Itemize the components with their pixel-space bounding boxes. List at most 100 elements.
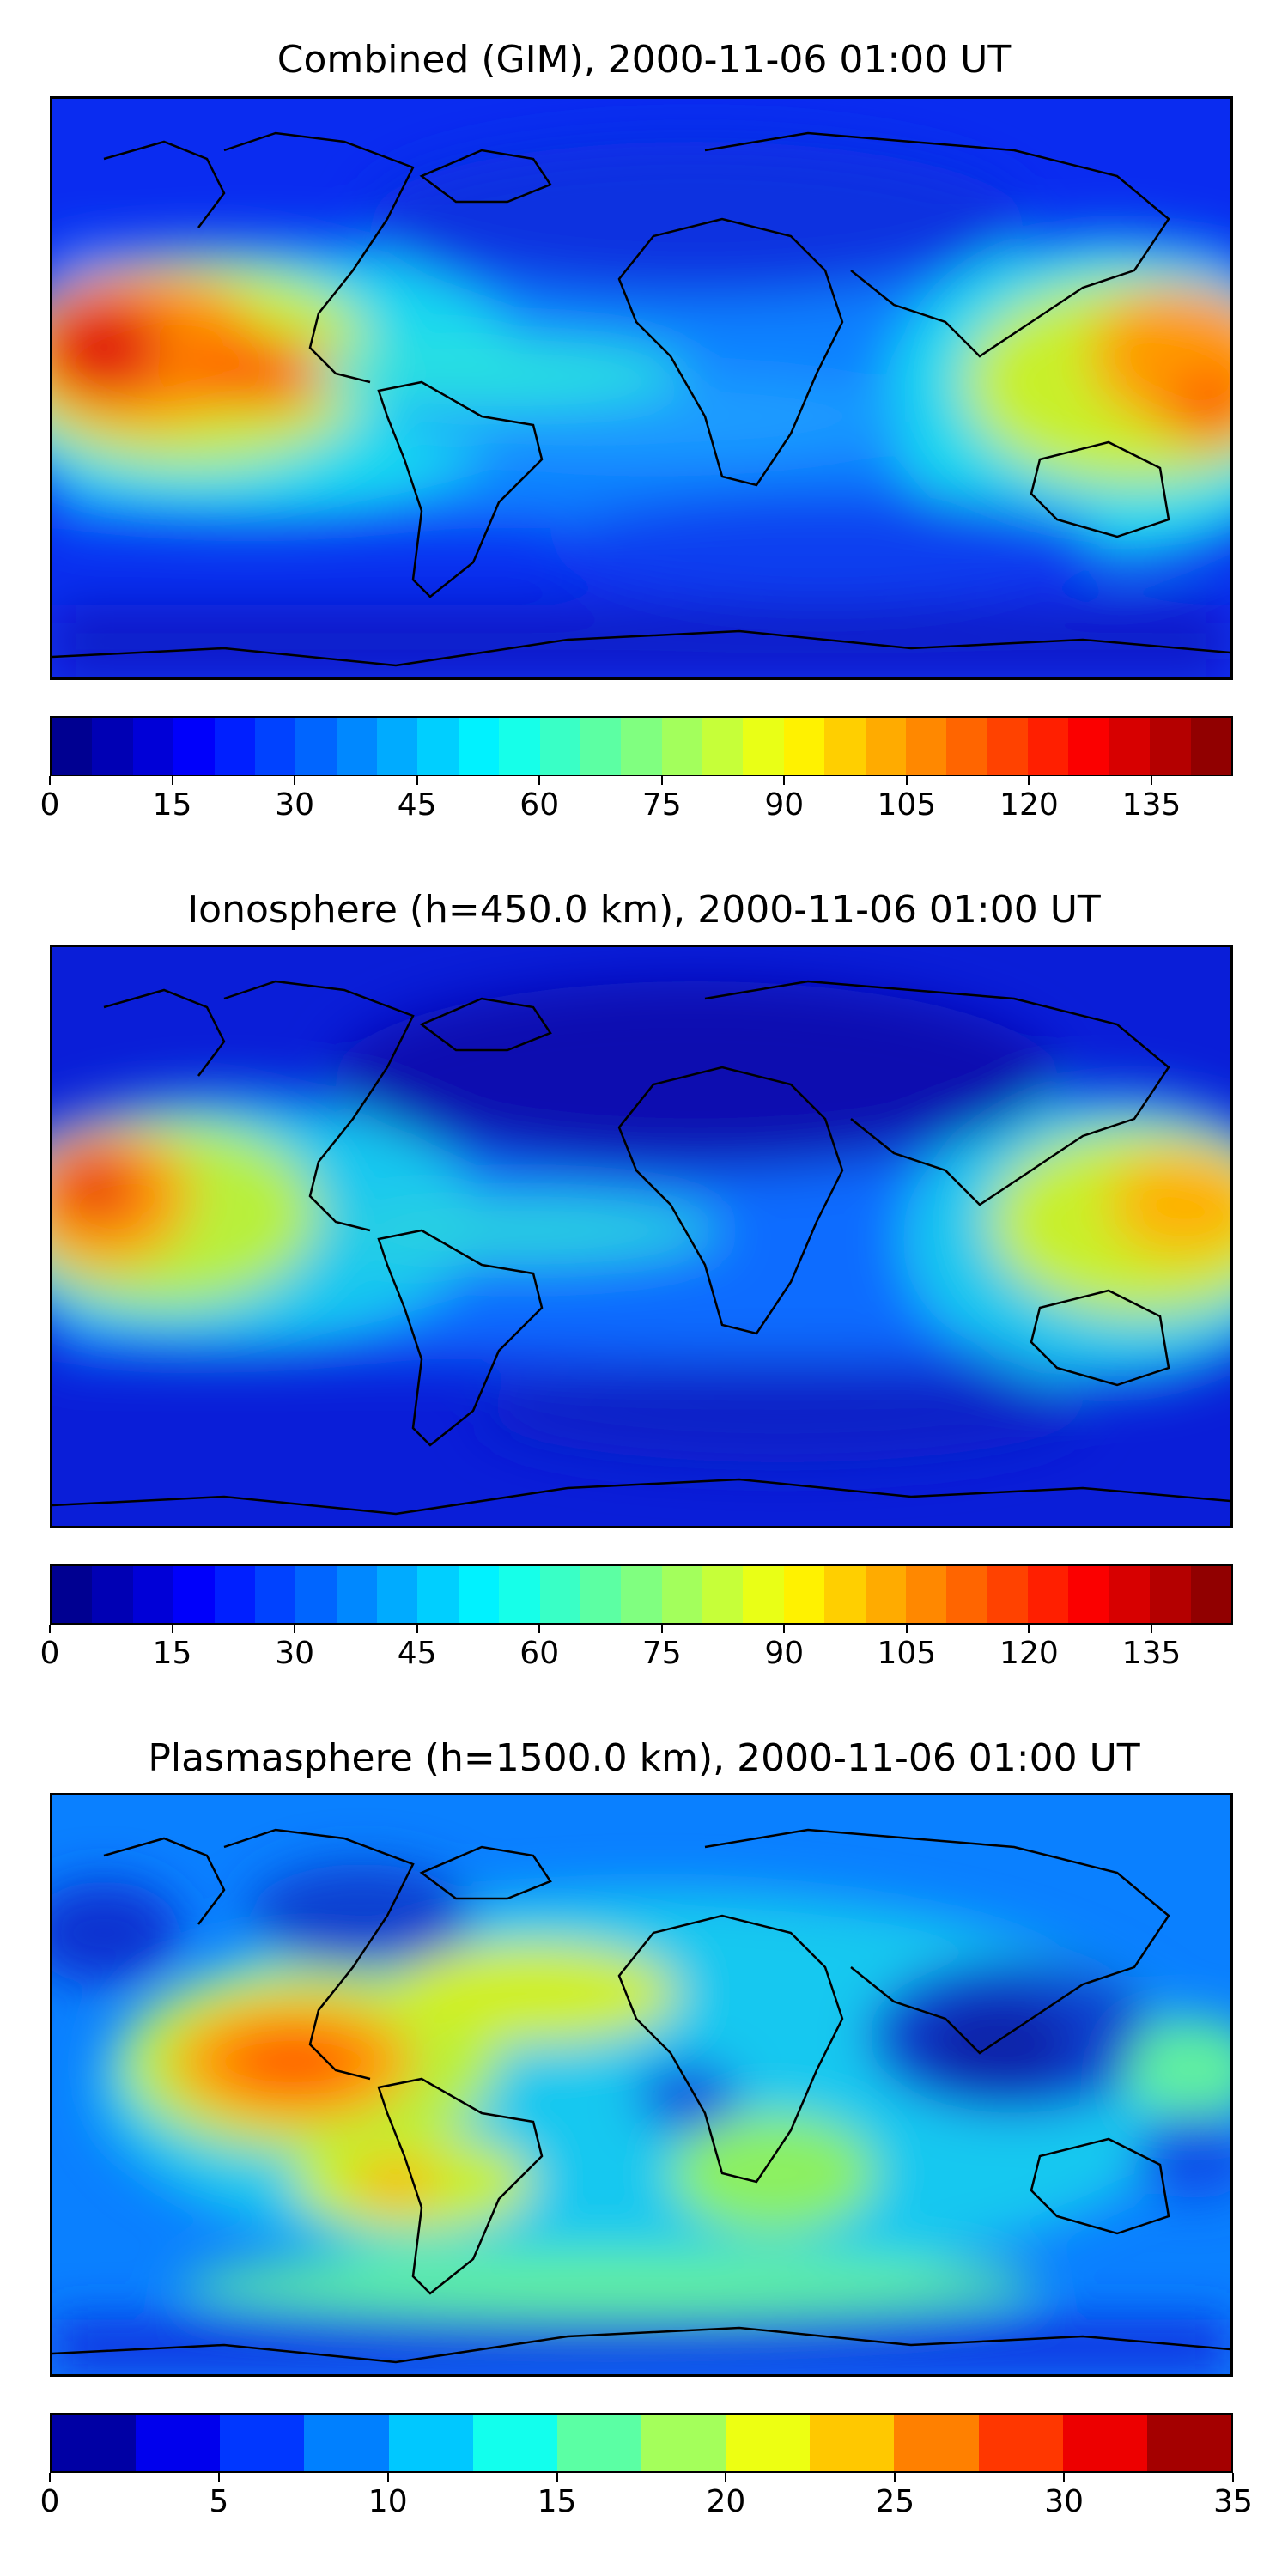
- colorbar-tick-mark: [49, 1625, 51, 1633]
- colorbar-tick-label: 15: [152, 787, 192, 823]
- colorbar-tick-label: 25: [875, 2484, 915, 2519]
- colorbar-segment: [783, 718, 825, 775]
- colorbar-tick-label: 5: [209, 2484, 229, 2519]
- colorbar-segment: [52, 2415, 137, 2471]
- colorbar-tick-mark: [556, 2473, 558, 2482]
- colorbar-segment: [1068, 1566, 1109, 1623]
- colorbar-tick-label: 120: [999, 1636, 1059, 1671]
- colorbar-segment: [173, 1566, 215, 1623]
- coastlines: [52, 131, 1230, 667]
- colorbar-segment: [743, 718, 784, 775]
- colorbar-segment: [254, 1566, 296, 1623]
- colorbar-tick-mark: [538, 776, 541, 785]
- colorbar-segment: [539, 1566, 580, 1623]
- colorbar-segment: [1150, 718, 1191, 775]
- colorbar-ticks-ionosphere: 0 15 30 45 60 75 90 105 120 135: [40, 1625, 1233, 1676]
- colorbar-segment: [783, 1566, 825, 1623]
- colorbar-segment: [472, 2415, 557, 2471]
- colorbar-tick-mark: [894, 2473, 896, 2482]
- colorbar-tick-label: 45: [397, 787, 437, 823]
- colorbar-tick-label: 0: [39, 787, 60, 823]
- colorbar-tick-label: 20: [706, 2484, 746, 2519]
- colorbar-tick-label: 30: [275, 1636, 314, 1671]
- colorbar-segment: [987, 1566, 1028, 1623]
- colorbar-segment: [978, 2415, 1063, 2471]
- colorbar-segment: [824, 1566, 866, 1623]
- colorbar-segment: [1068, 718, 1109, 775]
- colorbar-tick-mark: [171, 776, 173, 785]
- colorbar-segment: [417, 718, 459, 775]
- coastlines: [52, 1828, 1230, 2364]
- colorbar-segment: [946, 718, 987, 775]
- colorbar-segment: [946, 1566, 987, 1623]
- colorbar-tick-mark: [905, 776, 908, 785]
- colorbar-tick-mark: [783, 1625, 786, 1633]
- colorbar-segment: [173, 718, 215, 775]
- colorbar-tick-mark: [217, 2473, 220, 2482]
- tec-map-combined: [52, 99, 1230, 677]
- colorbar-ionosphere: [50, 1564, 1233, 1625]
- colorbar-segment: [254, 718, 296, 775]
- colorbar-segment: [304, 2415, 389, 2471]
- colorbar-segment: [52, 718, 93, 775]
- colorbar-tick-mark: [386, 2473, 389, 2482]
- colorbar-tick-mark: [660, 1625, 663, 1633]
- colorbar-tick-label: 0: [39, 2484, 60, 2519]
- map-ionosphere: [50, 945, 1233, 1528]
- coastlines: [52, 980, 1230, 1516]
- colorbar-segment: [499, 718, 540, 775]
- colorbar-tick-label: 135: [1121, 787, 1182, 823]
- colorbar-tick-label: 105: [877, 1636, 937, 1671]
- colorbar-ticks-plasmasphere: 0 5 10 15 20 25 30 35: [40, 2473, 1253, 2524]
- colorbar-segment: [865, 718, 906, 775]
- colorbar-tick-label: 105: [877, 787, 937, 823]
- panel-title: Combined (GIM), 2000-11-06 01:00 UT: [276, 38, 1012, 82]
- colorbar-segment: [641, 2415, 726, 2471]
- colorbar-segment: [621, 1566, 662, 1623]
- colorbar-tick-label: 45: [397, 1636, 437, 1671]
- colorbar-tick-label: 90: [764, 1636, 805, 1671]
- colorbar-segment: [136, 2415, 221, 2471]
- colorbar-tick-mark: [416, 776, 418, 785]
- colorbar-tick-mark: [294, 1625, 296, 1633]
- colorbar-segment: [52, 1566, 93, 1623]
- colorbar-tick-label: 30: [275, 787, 314, 823]
- colorbar-segment: [810, 2415, 895, 2471]
- colorbar-tick-mark: [1150, 1625, 1152, 1633]
- colorbar-tick-mark: [1028, 1625, 1030, 1633]
- colorbar-segment: [894, 2415, 979, 2471]
- colorbar-segment: [743, 1566, 784, 1623]
- colorbar-segment: [702, 1566, 744, 1623]
- colorbar-tick-mark: [1150, 776, 1152, 785]
- colorbar-segment: [92, 718, 133, 775]
- colorbar-segment: [621, 718, 662, 775]
- colorbar-tick-mark: [783, 776, 786, 785]
- tec-map-ionosphere: [52, 947, 1230, 1526]
- colorbar-tick-mark: [1063, 2473, 1066, 2482]
- colorbar-segment: [1028, 1566, 1069, 1623]
- colorbar-segment: [295, 718, 337, 775]
- colorbar-segment: [726, 2415, 811, 2471]
- colorbar-ticks-combined: 0 15 30 45 60 75 90 105 120 135: [40, 776, 1233, 828]
- colorbar-segment: [1028, 718, 1069, 775]
- colorbar-tick-mark: [49, 776, 51, 785]
- colorbar-tick-label: 90: [764, 787, 805, 823]
- colorbar-tick-label: 35: [1213, 2484, 1253, 2519]
- colorbar-segment: [539, 718, 580, 775]
- colorbar-tick-mark: [538, 1625, 541, 1633]
- panel-title: Plasmasphere (h=1500.0 km), 2000-11-06 0…: [148, 1736, 1140, 1780]
- colorbar-combined: [50, 716, 1233, 776]
- colorbar-tick-mark: [1028, 776, 1030, 785]
- colorbar-segment: [556, 2415, 641, 2471]
- colorbar-tick-mark: [725, 2473, 727, 2482]
- colorbar-segment: [458, 1566, 500, 1623]
- colorbar-segment: [580, 1566, 622, 1623]
- colorbar-tick-label: 0: [39, 1636, 60, 1671]
- colorbar-segment: [1109, 718, 1151, 775]
- colorbar-tick-mark: [416, 1625, 418, 1633]
- colorbar-segment: [865, 1566, 906, 1623]
- colorbar-segment: [377, 1566, 418, 1623]
- colorbar-segment: [377, 718, 418, 775]
- colorbar-segment: [336, 1566, 377, 1623]
- panel-title: Ionosphere (h=450.0 km), 2000-11-06 01:0…: [187, 888, 1101, 932]
